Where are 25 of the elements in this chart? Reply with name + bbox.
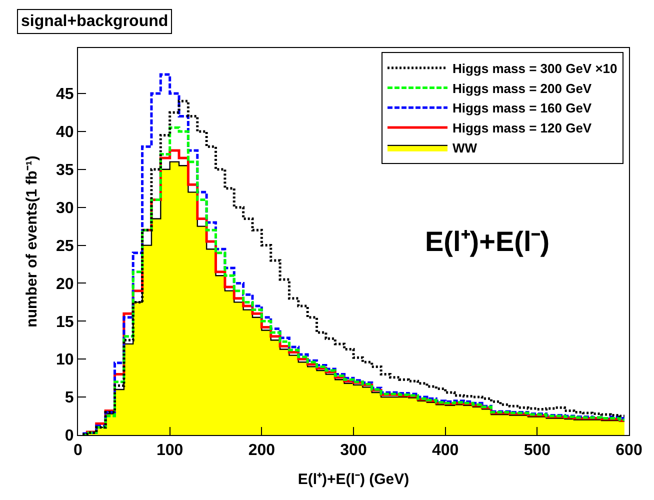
y-axis-title: number of events(1 fb⁻¹) bbox=[23, 156, 40, 328]
legend-label: Higgs mass = 120 GeV bbox=[452, 120, 592, 136]
y-tick-label: 0 bbox=[64, 428, 74, 445]
x-tick-label: 200 bbox=[248, 442, 276, 460]
y-tick-label: 15 bbox=[56, 314, 74, 331]
legend-label: Higgs mass = 200 GeV bbox=[452, 80, 592, 96]
legend-label: Higgs mass = 160 GeV bbox=[452, 100, 592, 116]
y-tick-label: 45 bbox=[56, 86, 74, 104]
y-tick-label: 25 bbox=[56, 238, 74, 255]
x-tick-label: 300 bbox=[340, 442, 367, 460]
x-axis-title: E(l⁺)+E(l⁻) (GeV) bbox=[298, 471, 410, 488]
y-tick-label: 30 bbox=[56, 200, 74, 217]
legend-label: WW bbox=[452, 140, 478, 156]
y-tick-label: 35 bbox=[56, 162, 74, 180]
annotation: E(l⁺)+E(l⁻) bbox=[425, 226, 550, 257]
legend-label: Higgs mass = 300 GeV ×10 bbox=[452, 60, 618, 76]
chart-title: signal+background bbox=[21, 13, 168, 30]
x-tick-label: 100 bbox=[156, 442, 184, 460]
y-tick-label: 40 bbox=[56, 124, 74, 142]
y-tick-label: 10 bbox=[56, 352, 74, 369]
x-tick-label: 600 bbox=[616, 442, 642, 460]
y-tick-label: 5 bbox=[64, 390, 74, 407]
x-tick-label: 500 bbox=[524, 442, 551, 460]
y-tick-label: 20 bbox=[56, 276, 74, 293]
x-tick-label: 400 bbox=[432, 442, 459, 460]
